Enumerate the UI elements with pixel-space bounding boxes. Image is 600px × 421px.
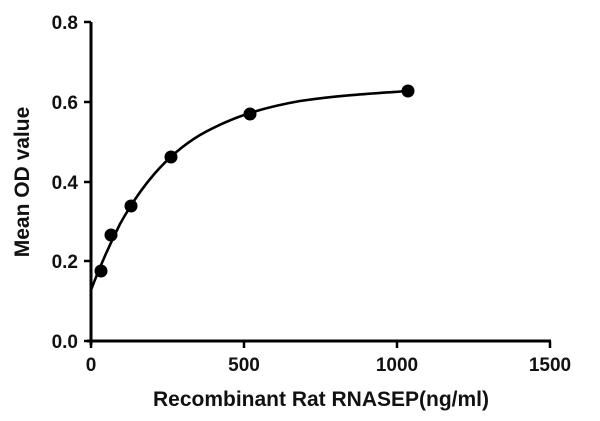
svg-text:1500: 1500 <box>529 355 571 376</box>
data-point <box>243 107 257 121</box>
svg-text:0.2: 0.2 <box>52 252 78 273</box>
data-point <box>104 228 118 242</box>
data-point <box>94 264 108 278</box>
fit-curve <box>89 89 409 291</box>
svg-text:0: 0 <box>86 355 97 376</box>
svg-text:500: 500 <box>228 355 260 376</box>
data-points <box>94 84 415 278</box>
data-point <box>401 84 415 98</box>
x-ticks <box>89 341 552 348</box>
x-axis-title: Recombinant Rat RNASEP(ng/ml) <box>153 388 489 411</box>
svg-text:0.8: 0.8 <box>52 13 78 34</box>
data-point <box>164 150 178 164</box>
svg-text:0.6: 0.6 <box>52 93 78 114</box>
y-axis-title: Mean OD value <box>11 107 34 258</box>
y-tick-labels: 0.8 0.6 0.4 0.2 0.0 <box>52 13 79 353</box>
x-tick-labels: 0 500 1000 1500 <box>86 355 571 376</box>
svg-text:0.4: 0.4 <box>52 173 79 194</box>
svg-text:0.0: 0.0 <box>52 332 78 353</box>
data-point <box>124 199 138 213</box>
svg-text:1000: 1000 <box>376 355 418 376</box>
y-ticks <box>84 20 91 343</box>
